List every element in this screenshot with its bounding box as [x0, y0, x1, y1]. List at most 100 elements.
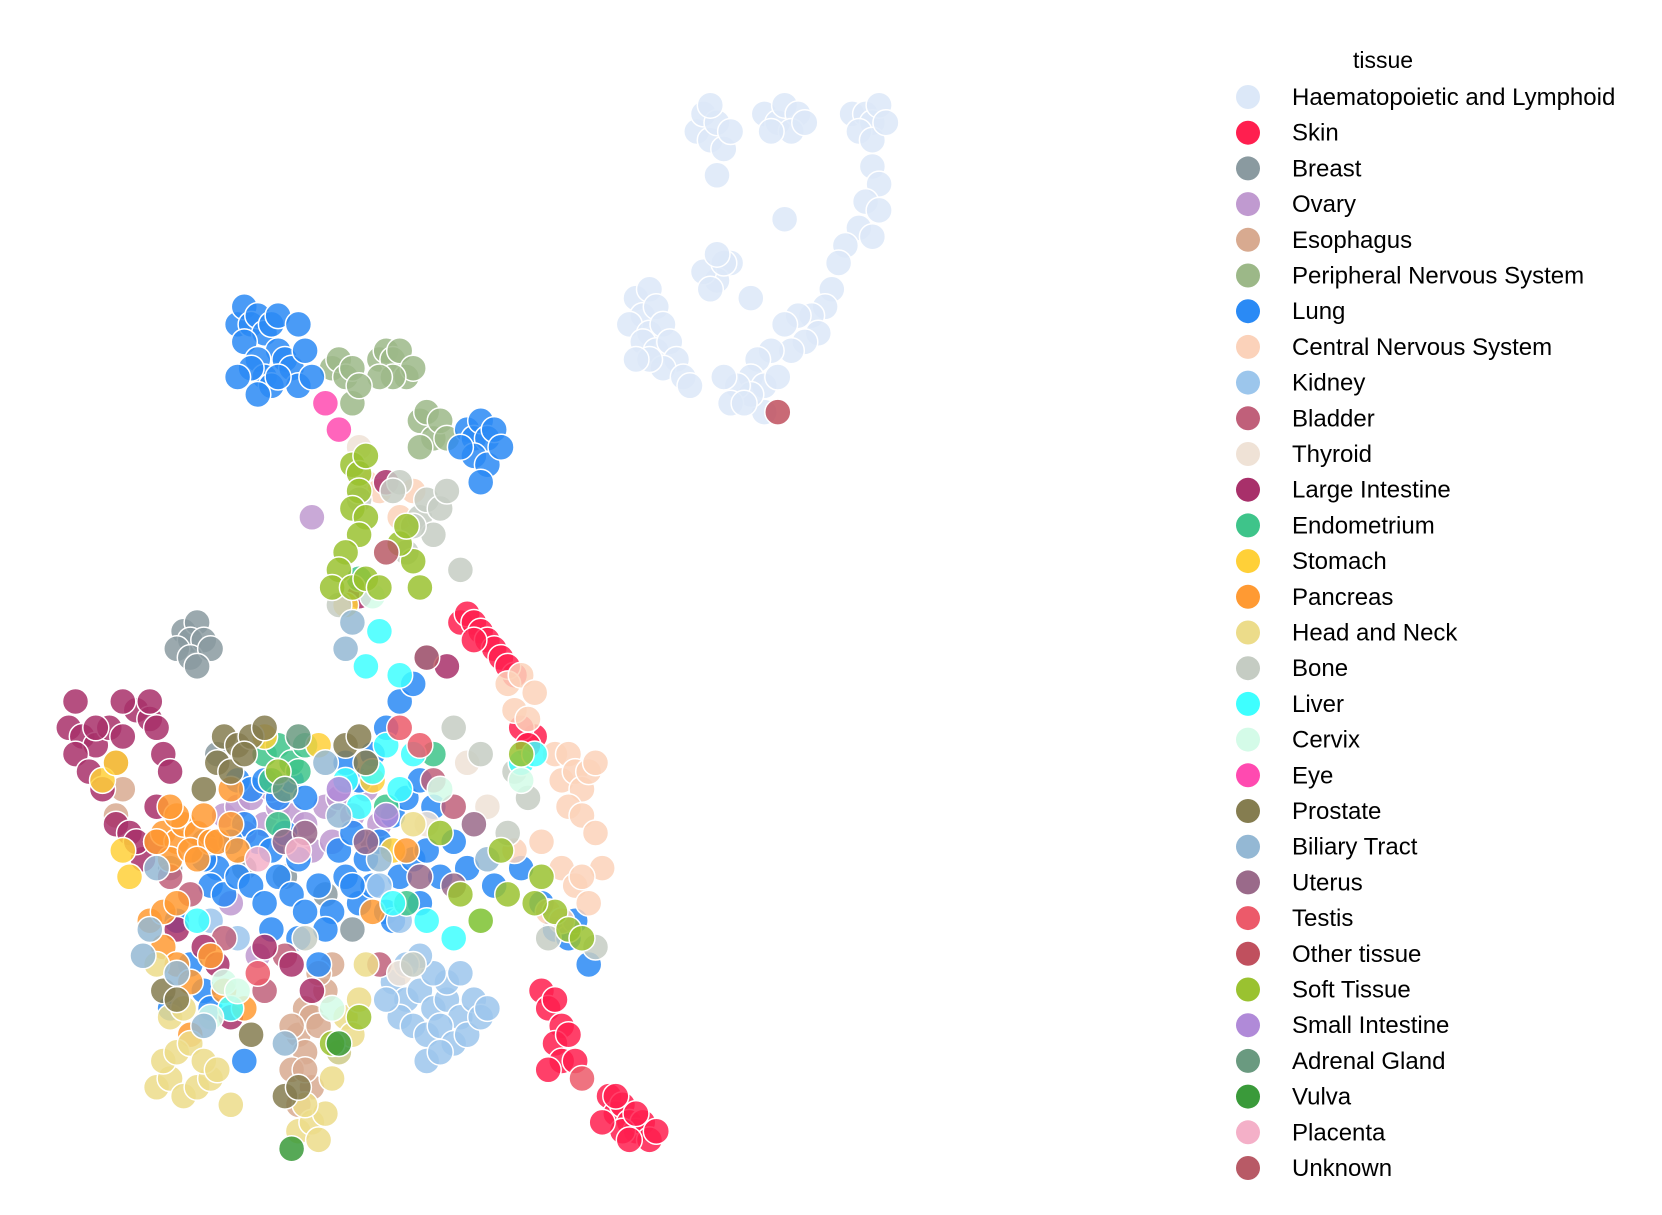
data-point: [338, 915, 367, 944]
data-point: [338, 871, 367, 900]
legend-title: tissue: [1353, 47, 1413, 73]
data-point: [399, 810, 427, 838]
data-point: [764, 363, 792, 391]
data-point: [372, 985, 400, 1014]
data-point: [696, 91, 725, 119]
data-point: [325, 775, 353, 803]
legend-marker: [1236, 334, 1260, 359]
legend-marker: [1236, 977, 1260, 1002]
series-vulva: [277, 1029, 353, 1163]
data-point: [325, 415, 353, 444]
data-point: [142, 714, 171, 742]
legend-marker: [1236, 192, 1260, 217]
legend-label: Lung: [1292, 298, 1345, 325]
data-point: [136, 687, 164, 716]
data-point: [527, 863, 556, 891]
data-point: [291, 898, 319, 926]
data-point: [433, 477, 461, 505]
data-point: [250, 889, 279, 917]
data-point: [710, 363, 738, 391]
legend-marker: [1236, 870, 1260, 895]
data-point: [298, 363, 326, 391]
legend-marker: [1236, 85, 1260, 109]
legend-label: Stomach: [1292, 548, 1387, 575]
data-point: [223, 363, 252, 391]
data-point: [244, 380, 272, 409]
legend-marker: [1236, 584, 1260, 609]
data-point: [446, 556, 475, 584]
data-point: [716, 117, 745, 146]
data-point: [304, 1126, 333, 1154]
data-point: [514, 705, 542, 733]
data-point: [622, 345, 650, 374]
legend-label: Soft Tissue: [1292, 977, 1411, 1004]
series-eye: [311, 389, 353, 444]
legend-items: Haematopoietic and Lymphoid Skin Breast Ova…: [1236, 84, 1615, 1182]
data-point: [183, 652, 211, 681]
data-point: [385, 775, 414, 803]
data-point: [156, 792, 184, 821]
data-point: [406, 731, 434, 760]
data-point: [109, 722, 137, 751]
data-point: [291, 336, 319, 365]
data-point: [230, 1047, 259, 1075]
data-point: [331, 635, 360, 663]
series-testis: [244, 714, 596, 1093]
data-point: [574, 889, 603, 917]
legend: tissue Haematopoietic and Lymphoid Skin Br…: [1236, 47, 1615, 1182]
data-point: [507, 766, 535, 795]
data-point: [163, 889, 191, 917]
legend-marker: [1236, 1013, 1260, 1038]
data-point: [136, 915, 164, 944]
data-point: [271, 1029, 299, 1058]
legend-label: Placenta: [1292, 1119, 1386, 1146]
data-point: [493, 880, 522, 909]
data-point: [142, 854, 171, 882]
legend-marker: [1236, 549, 1260, 574]
legend-marker: [1236, 442, 1260, 466]
legend-marker: [1236, 906, 1260, 931]
data-point: [82, 714, 110, 742]
legend-item: Haematopoietic and Lymphoid: [1236, 84, 1615, 111]
legend-item: Small Intestine: [1236, 1012, 1449, 1039]
data-point: [190, 801, 218, 830]
data-point: [406, 433, 434, 461]
series-unknown: [372, 538, 441, 672]
data-point: [460, 626, 488, 654]
legend-label: Bone: [1292, 655, 1348, 682]
data-point: [392, 836, 421, 865]
legend-marker: [1236, 1084, 1260, 1109]
data-point: [325, 1029, 353, 1058]
data-point: [770, 205, 799, 233]
data-point: [858, 222, 887, 251]
data-point: [520, 889, 549, 917]
legend-marker: [1236, 941, 1260, 966]
legend-label: Cervix: [1292, 727, 1360, 754]
series-head-and-neck: [142, 810, 427, 1154]
data-point: [223, 977, 252, 1005]
data-point: [352, 749, 380, 777]
data-point: [487, 433, 515, 461]
legend-marker: [1236, 406, 1260, 431]
legend-marker: [1236, 834, 1260, 859]
data-point: [460, 810, 488, 838]
data-point: [824, 249, 853, 277]
legend-item: Adrenal Gland: [1236, 1048, 1445, 1075]
data-point: [399, 950, 427, 979]
data-point: [190, 775, 218, 803]
legend-item: Bladder: [1236, 405, 1375, 432]
legend-item: Soft Tissue: [1236, 977, 1411, 1004]
legend-label: Bladder: [1292, 405, 1375, 432]
legend-item: Kidney: [1236, 370, 1365, 397]
data-point: [284, 722, 313, 751]
legend-label: Pancreas: [1292, 584, 1393, 611]
data-point: [703, 240, 731, 268]
data-point: [568, 863, 596, 891]
data-point: [298, 503, 326, 532]
data-point: [190, 1012, 218, 1040]
data-point: [298, 977, 326, 1005]
legend-label: Small Intestine: [1292, 1012, 1449, 1039]
legend-marker: [1236, 691, 1260, 716]
data-point: [446, 959, 475, 988]
legend-item: Cervix: [1236, 727, 1360, 754]
